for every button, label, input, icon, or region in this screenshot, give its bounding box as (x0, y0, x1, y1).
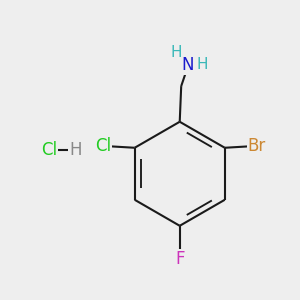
Text: Cl: Cl (41, 141, 57, 159)
Text: Br: Br (248, 137, 266, 155)
Text: H: H (170, 45, 182, 60)
Text: F: F (175, 250, 184, 268)
Text: Cl: Cl (95, 137, 111, 155)
Text: H: H (196, 57, 208, 72)
Text: N: N (182, 56, 194, 74)
Text: H: H (69, 141, 82, 159)
